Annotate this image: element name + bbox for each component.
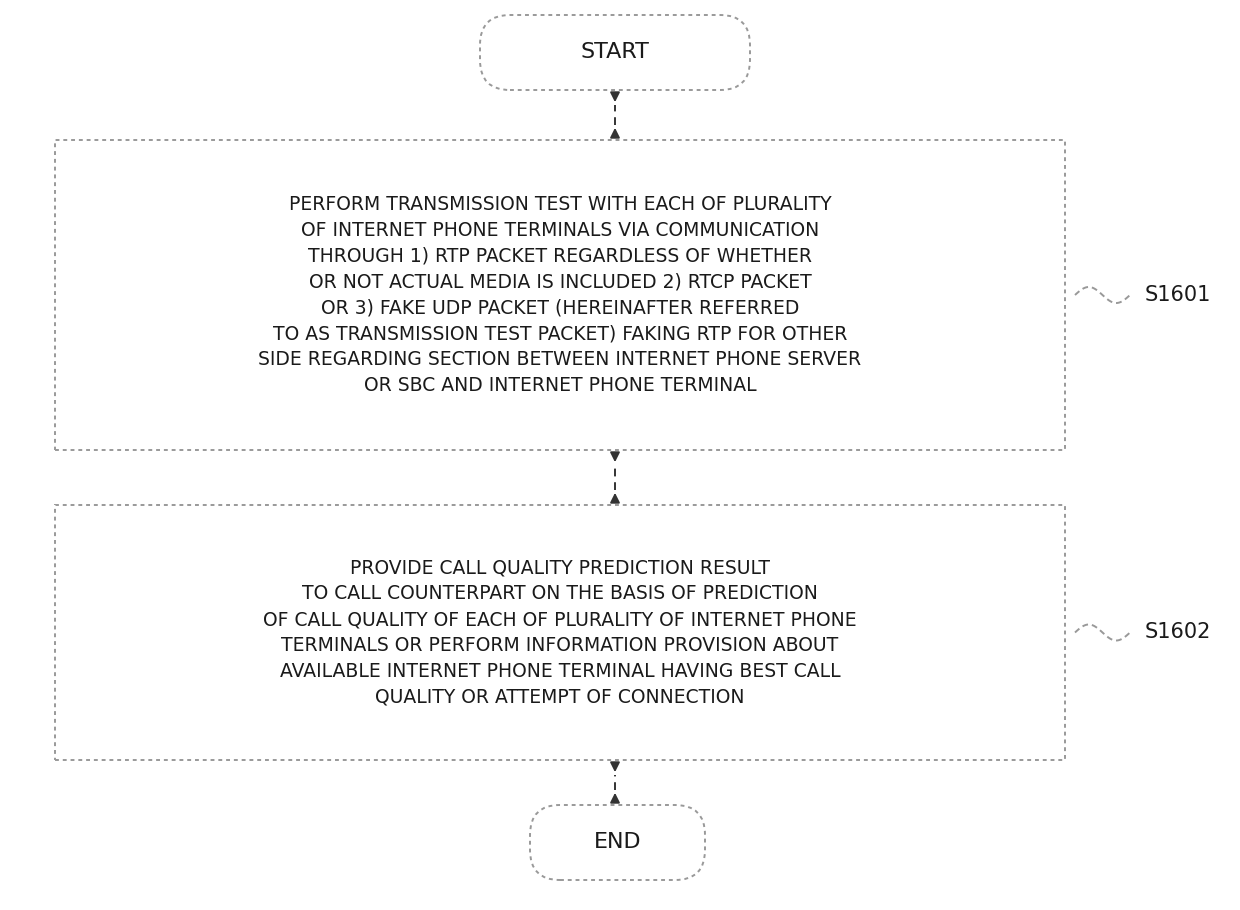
Text: PERFORM TRANSMISSION TEST WITH EACH OF PLURALITY
OF INTERNET PHONE TERMINALS VIA: PERFORM TRANSMISSION TEST WITH EACH OF P… <box>258 196 862 395</box>
FancyBboxPatch shape <box>480 15 750 90</box>
FancyBboxPatch shape <box>55 140 1065 450</box>
Text: START: START <box>580 43 650 63</box>
FancyBboxPatch shape <box>529 805 706 880</box>
FancyBboxPatch shape <box>55 505 1065 760</box>
Text: S1602: S1602 <box>1145 622 1211 642</box>
Text: PROVIDE CALL QUALITY PREDICTION RESULT
TO CALL COUNTERPART ON THE BASIS OF PREDI: PROVIDE CALL QUALITY PREDICTION RESULT T… <box>263 559 857 706</box>
Text: S1601: S1601 <box>1145 285 1211 305</box>
Text: END: END <box>594 833 641 853</box>
